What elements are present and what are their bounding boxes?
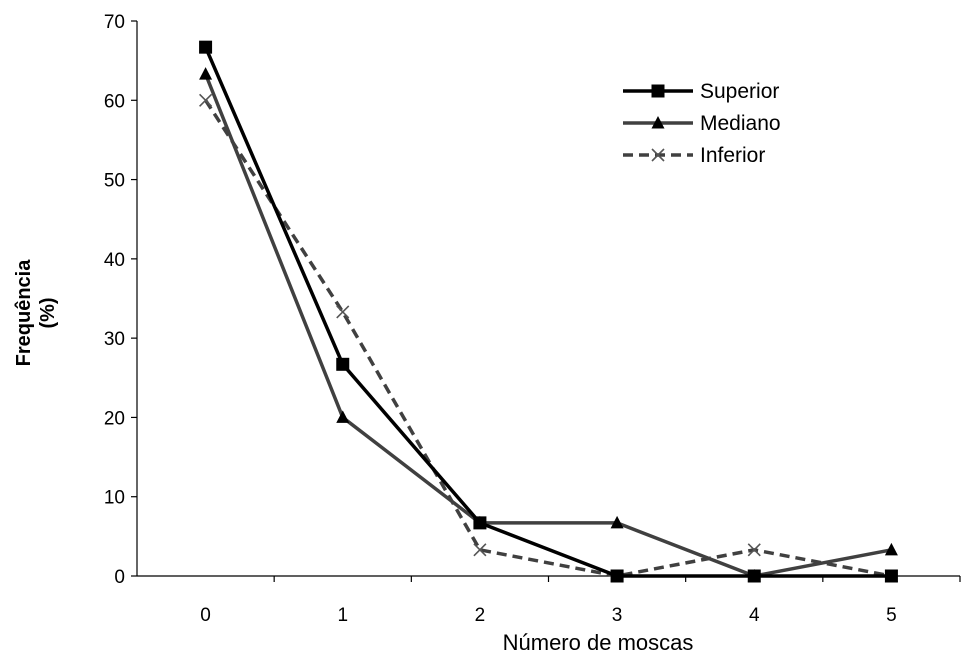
- series-group: [199, 40, 898, 583]
- data-point-x: [336, 305, 350, 319]
- data-point-x: [651, 148, 665, 162]
- y-tick-label: 50: [104, 171, 125, 192]
- y-tick-label: 10: [104, 488, 125, 509]
- y-tick-label: 40: [104, 250, 125, 271]
- legend: Superior Mediano Inferior: [623, 80, 781, 167]
- y-axis-title: Frequência (%): [13, 259, 59, 367]
- data-point-x: [473, 543, 487, 557]
- legend-label: Mediano: [700, 112, 781, 135]
- series-line: [204, 99, 892, 578]
- data-point-triangle: [199, 67, 213, 80]
- data-point-square: [473, 516, 487, 530]
- x-tick-label: 4: [749, 605, 760, 626]
- x-tick-label: 1: [337, 605, 348, 626]
- data-point-triangle: [336, 410, 350, 423]
- y-tick-label: 20: [104, 408, 125, 429]
- data-point-triangle: [610, 515, 624, 529]
- data-point-square: [884, 569, 898, 583]
- axes: [136, 21, 960, 577]
- data-point-square: [651, 84, 665, 98]
- y-tick-label: 0: [114, 567, 125, 588]
- legend-label: Superior: [700, 80, 779, 103]
- series-line: [203, 73, 892, 578]
- data-point-square: [199, 40, 213, 54]
- legend-item-inferior: Inferior: [623, 144, 765, 167]
- x-axis-title: Número de moscas: [503, 630, 694, 654]
- y-ticks: 0 10 20 30 40 50 60 70: [104, 12, 137, 588]
- data-point-square: [336, 357, 350, 371]
- x-tick-label: 0: [200, 605, 211, 626]
- series-superior: [199, 40, 898, 583]
- x-tick-label: 5: [886, 605, 897, 626]
- data-point-triangle: [884, 542, 898, 556]
- x-tick-label: 3: [612, 605, 623, 626]
- legend-item-mediano: Mediano: [623, 112, 781, 135]
- series-inferior: [199, 93, 898, 583]
- x-ticks: 0 1 2 3 4 5: [200, 576, 961, 626]
- data-point-triangle: [651, 116, 665, 129]
- y-tick-label: 70: [104, 12, 125, 33]
- legend-label: Inferior: [700, 144, 765, 167]
- y-tick-label: 60: [104, 91, 125, 112]
- x-tick-label: 2: [475, 605, 486, 626]
- data-point-square: [747, 569, 761, 583]
- y-tick-label: 30: [104, 329, 125, 350]
- legend-item-superior: Superior: [623, 80, 779, 103]
- series-mediano: [199, 67, 898, 582]
- y-axis-title-line-2: (%): [37, 297, 59, 328]
- data-point-square: [610, 569, 624, 583]
- series-line: [203, 46, 892, 578]
- y-axis-title-line-1: Frequência: [13, 259, 35, 367]
- data-point-x: [199, 93, 213, 107]
- data-point-x: [747, 543, 761, 557]
